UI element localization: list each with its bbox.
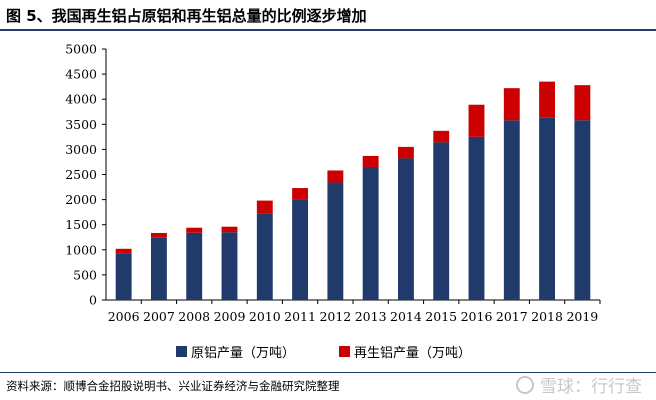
x-tick-label: 2007 bbox=[143, 309, 175, 324]
snowball-logo-icon bbox=[516, 375, 534, 394]
bar-recycled-aluminum bbox=[503, 88, 520, 121]
y-tick-label: 500 bbox=[73, 267, 97, 282]
bar-primary-aluminum bbox=[150, 237, 167, 300]
y-tick-label: 2000 bbox=[65, 192, 97, 207]
y-tick-label: 1000 bbox=[65, 242, 97, 257]
x-tick-label: 2012 bbox=[319, 309, 351, 324]
x-tick-label: 2018 bbox=[531, 309, 563, 324]
bar-primary-aluminum bbox=[327, 182, 344, 300]
legend-label-recycled: 再生铝产量（万吨） bbox=[354, 346, 472, 361]
stacked-bar-chart: 0 500 1000 1500 2000 2500 3000 3500 4000 4500 5000… bbox=[65, 42, 601, 324]
bar-primary-aluminum bbox=[221, 232, 238, 300]
x-tick-label: 2011 bbox=[284, 309, 316, 324]
bar-recycled-aluminum bbox=[468, 104, 485, 137]
bar-primary-aluminum bbox=[186, 232, 203, 300]
legend-swatch-primary bbox=[176, 346, 187, 357]
x-tick-label: 2017 bbox=[496, 309, 528, 324]
bar-recycled-aluminum bbox=[115, 248, 132, 254]
x-tick-label: 2019 bbox=[566, 309, 598, 324]
bar-recycled-aluminum bbox=[221, 226, 238, 233]
x-tick-label: 2013 bbox=[355, 309, 387, 324]
bar-primary-aluminum bbox=[115, 253, 132, 300]
y-tick-label: 0 bbox=[89, 293, 97, 308]
chart-legend: 原铝产量（万吨） 再生铝产量（万吨） bbox=[0, 342, 656, 362]
bar-primary-aluminum bbox=[362, 166, 379, 300]
legend-item-primary-aluminum: 原铝产量（万吨） bbox=[176, 342, 295, 361]
y-tick-label: 1500 bbox=[65, 217, 97, 232]
y-tick-label: 2500 bbox=[65, 167, 97, 182]
x-tick-label: 2008 bbox=[178, 309, 210, 324]
watermark-text: 雪球：行行查 bbox=[540, 377, 642, 397]
source-note: 资料来源：顺博合金招股说明书、兴业证券经济与金融研究院整理 bbox=[6, 379, 340, 393]
legend-item-recycled-aluminum: 再生铝产量（万吨） bbox=[339, 342, 471, 361]
legend-label-primary: 原铝产量（万吨） bbox=[191, 346, 296, 361]
bar-recycled-aluminum bbox=[362, 155, 379, 167]
bar-primary-aluminum bbox=[433, 142, 450, 300]
bar-primary-aluminum bbox=[503, 120, 520, 300]
bar-recycled-aluminum bbox=[327, 170, 344, 183]
y-tick-label: 4000 bbox=[65, 92, 97, 107]
bar-recycled-aluminum bbox=[150, 232, 167, 238]
bar-recycled-aluminum bbox=[433, 130, 450, 143]
bar-primary-aluminum bbox=[468, 136, 485, 300]
bar-recycled-aluminum bbox=[186, 227, 203, 233]
bar-primary-aluminum bbox=[292, 199, 309, 300]
x-tick-label: 2009 bbox=[214, 309, 246, 324]
y-tick-label: 5000 bbox=[65, 42, 97, 57]
x-tick-label: 2015 bbox=[425, 309, 457, 324]
legend-swatch-recycled bbox=[339, 346, 350, 357]
x-tick-label: 2016 bbox=[461, 309, 493, 324]
title-rule bbox=[0, 29, 656, 31]
source-rule bbox=[0, 372, 656, 373]
y-tick-label: 3500 bbox=[65, 117, 97, 132]
bar-primary-aluminum bbox=[256, 213, 273, 300]
bar-recycled-aluminum bbox=[256, 200, 273, 214]
x-tick-label: 2014 bbox=[390, 309, 422, 324]
bar-recycled-aluminum bbox=[292, 188, 309, 200]
x-tick-label: 2010 bbox=[249, 309, 281, 324]
x-tick-label: 2006 bbox=[108, 309, 140, 324]
bar-primary-aluminum bbox=[397, 158, 414, 300]
bar-recycled-aluminum bbox=[539, 81, 556, 118]
bar-recycled-aluminum bbox=[574, 85, 591, 121]
y-tick-label: 3000 bbox=[65, 142, 97, 157]
bar-recycled-aluminum bbox=[397, 146, 414, 159]
bar-primary-aluminum bbox=[539, 117, 556, 301]
bar-primary-aluminum bbox=[574, 120, 591, 300]
y-tick-label: 4500 bbox=[65, 67, 97, 82]
figure-title: 图 5、我国再生铝占原铝和再生铝总量的比例逐步增加 bbox=[6, 7, 367, 25]
watermark: 雪球：行行查 bbox=[516, 372, 642, 397]
figure-title-bar: 图 5、我国再生铝占原铝和再生铝总量的比例逐步增加 bbox=[0, 0, 656, 31]
